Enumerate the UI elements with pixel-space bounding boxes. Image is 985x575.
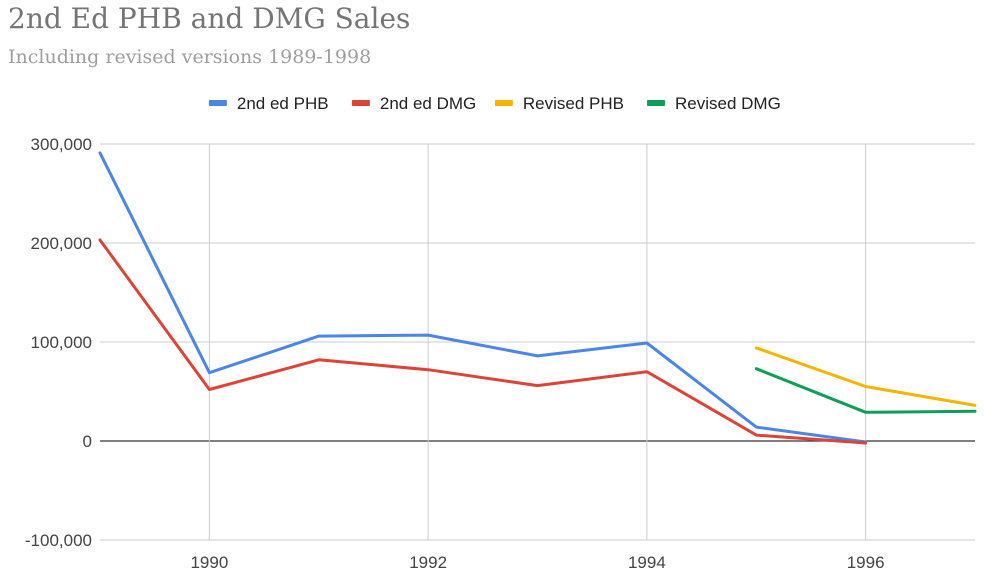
legend-label: Revised DMG	[675, 94, 781, 113]
series-line-3	[754, 346, 977, 407]
series-line-4	[754, 367, 977, 414]
x-tick-label: 1996	[847, 553, 885, 572]
chart-title: 2nd Ed PHB and DMG Sales	[8, 2, 411, 35]
legend-item-4: Revised DMG	[647, 94, 781, 113]
legend-item-3: Revised PHB	[494, 94, 624, 113]
legend-label: Revised PHB	[523, 94, 624, 113]
legend-swatch	[494, 100, 513, 106]
legend-item-1: 2nd ed PHB	[208, 94, 329, 113]
x-tick-label: 1992	[409, 553, 447, 572]
series-group	[98, 151, 977, 445]
legend-swatch	[647, 100, 665, 106]
legend-swatch	[351, 100, 370, 106]
legend: 2nd ed PHB 2nd ed DMG Revised PHB Revised D…	[208, 94, 781, 113]
series-line-1	[98, 151, 868, 444]
y-tick-label: 300,000	[31, 135, 92, 154]
x-axis-ticks: 1990 1992 1994 1996	[190, 553, 884, 572]
legend-swatch	[208, 100, 227, 106]
y-axis-ticks: -100,000 0 100,000 200,000 300,000	[25, 135, 92, 550]
series-line-2	[98, 238, 868, 445]
y-tick-label: 100,000	[31, 333, 92, 352]
y-tick-label: 200,000	[31, 234, 92, 253]
x-tick-label: 1994	[628, 553, 666, 572]
legend-item-2: 2nd ed DMG	[351, 94, 476, 113]
legend-label: 2nd ed DMG	[380, 94, 476, 113]
x-tick-label: 1990	[190, 553, 228, 572]
y-tick-label: 0	[83, 432, 92, 451]
legend-label: 2nd ed PHB	[237, 94, 329, 113]
chart-subtitle: Including revised versions 1989-1998	[8, 46, 372, 68]
gridlines	[100, 143, 975, 541]
y-tick-label: -100,000	[25, 531, 92, 550]
